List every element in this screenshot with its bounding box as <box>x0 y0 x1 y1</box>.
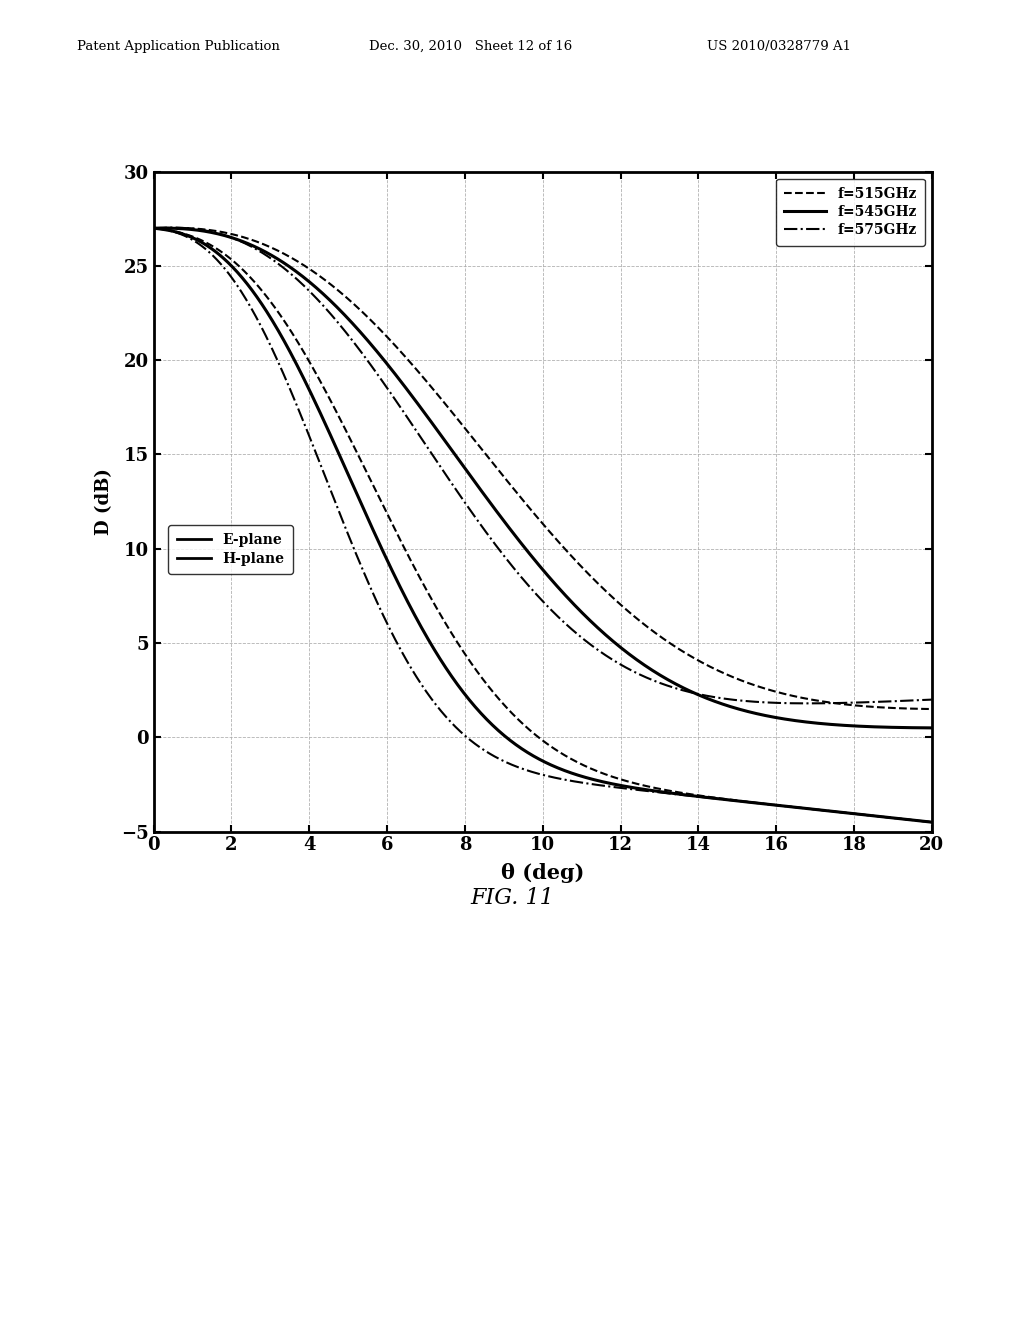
X-axis label: θ (deg): θ (deg) <box>501 863 585 883</box>
Text: Dec. 30, 2010   Sheet 12 of 16: Dec. 30, 2010 Sheet 12 of 16 <box>369 40 571 53</box>
Text: Patent Application Publication: Patent Application Publication <box>77 40 280 53</box>
Text: US 2010/0328779 A1: US 2010/0328779 A1 <box>707 40 851 53</box>
Y-axis label: D (dB): D (dB) <box>94 469 113 535</box>
Legend: E-plane, H-plane: E-plane, H-plane <box>168 525 293 574</box>
Text: FIG. 11: FIG. 11 <box>470 887 554 909</box>
